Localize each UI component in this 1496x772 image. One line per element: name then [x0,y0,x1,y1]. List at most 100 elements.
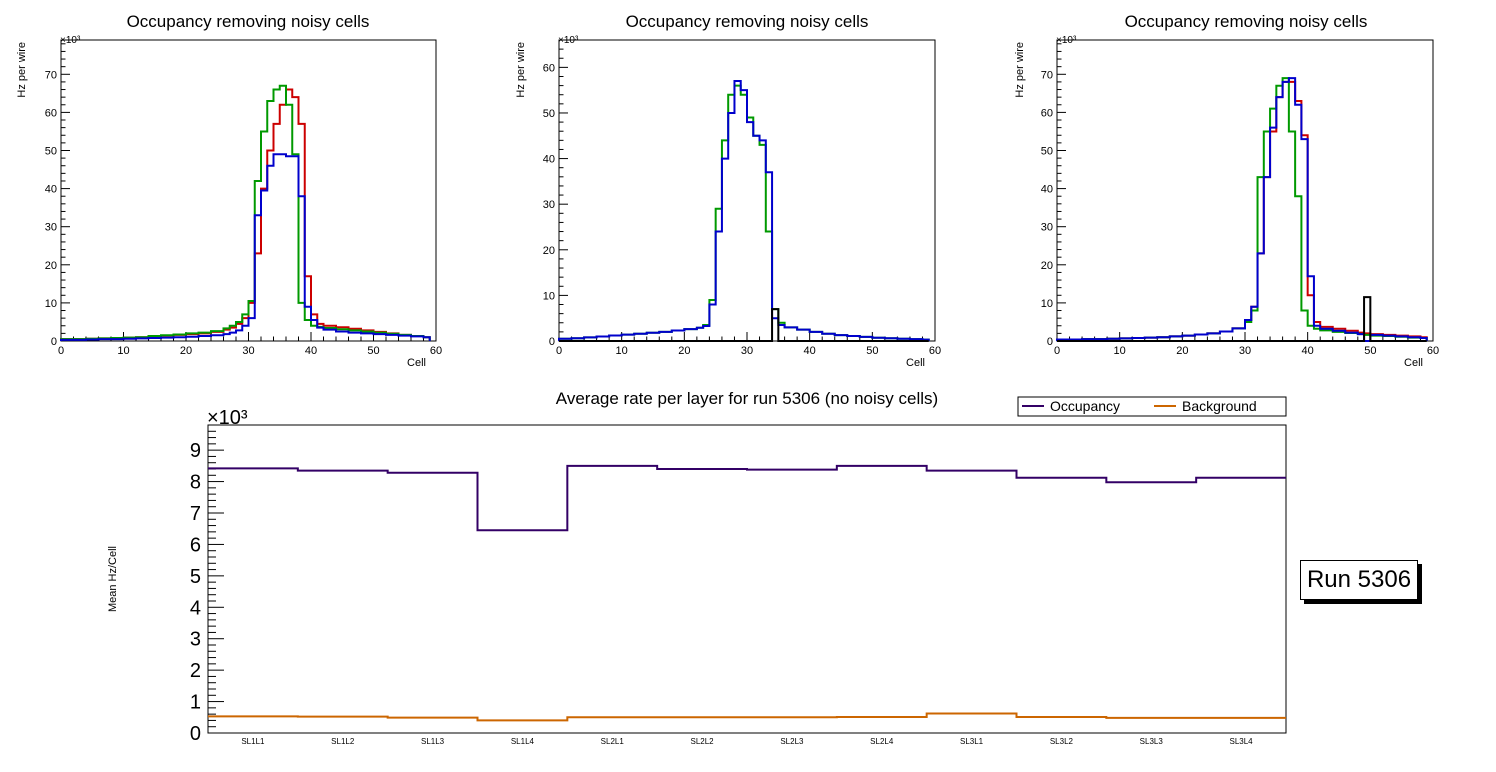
x-tick-label: 20 [678,345,690,357]
y-tick-label: 70 [45,69,57,81]
x-category-label: SL1L3 [421,737,445,746]
x-tick-label: 10 [117,345,129,357]
x-tick-label: 0 [1054,345,1060,357]
x-axis-label: Cell [407,357,426,369]
y-tick-label: 30 [1041,222,1053,234]
x-tick-label: 50 [866,345,878,357]
histogram-blue [60,153,431,341]
y-tick-label: 60 [543,62,555,74]
chart-panel-2: Occupancy removing noisy cells Hz per wir… [515,12,941,369]
chart-panel-3: Occupancy removing noisy cells Hz per wir… [1014,12,1439,369]
y-tick-label: 7 [190,503,201,525]
chart-title: Occupancy removing noisy cells [626,12,869,31]
y-tick-label: 0 [190,723,201,745]
chart-title: Occupancy removing noisy cells [1125,12,1368,31]
x-tick-label: 20 [180,345,192,357]
x-category-label: SL1L4 [511,737,535,746]
histogram-black [559,308,929,342]
x-category-label: SL1L1 [241,737,265,746]
histogram-green [60,84,431,341]
y-tick-label: 60 [1041,107,1053,119]
y-tick-label: 8 [190,472,201,494]
x-tick-label: 0 [556,345,562,357]
x-tick-label: 40 [804,345,816,357]
x-tick-label: 30 [1239,345,1251,357]
y-tick-label: 30 [45,222,57,234]
y-tick-label: 40 [1041,184,1053,196]
plot-frame [60,39,437,342]
y-axis-label: Mean Hz/Cell [107,546,119,612]
legend-box [1017,396,1287,417]
plot-frame [1056,39,1434,342]
exponent-label: ×10³ [558,35,579,46]
histogram-red [60,88,431,341]
y-tick-label: 20 [45,260,57,272]
x-tick-label: 20 [1176,345,1188,357]
x-tick-label: 30 [741,345,753,357]
exponent-label: ×10³ [60,35,81,46]
y-tick-label: 4 [190,597,201,619]
y-axis-label: Hz per wire [16,42,28,98]
y-tick-label: 70 [1041,69,1053,81]
x-axis-label: Cell [1404,357,1423,369]
run-label-box: Run 5306 [1300,560,1418,600]
exponent-label: ×10³ [1056,35,1077,46]
y-tick-label: 10 [543,290,555,302]
x-category-label: SL2L3 [780,737,804,746]
chart-panel-1: Occupancy removing noisy cells Hz per wir… [16,12,442,369]
y-tick-label: 50 [1041,145,1053,157]
y-tick-label: 0 [1047,336,1053,348]
histogram-black [1057,296,1427,342]
histogram-blue [558,80,930,341]
x-category-label: SL3L2 [1050,737,1074,746]
x-tick-label: 10 [1114,345,1126,357]
y-tick-label: 20 [1041,260,1053,272]
exponent-label: ×10³ [207,407,248,429]
x-tick-label: 50 [1364,345,1376,357]
y-tick-label: 9 [190,440,201,462]
y-tick-label: 40 [45,184,57,196]
plot-frame [558,39,936,342]
y-tick-label: 2 [190,660,201,682]
x-tick-label: 0 [58,345,64,357]
y-tick-label: 0 [549,336,555,348]
x-category-label: SL2L2 [691,737,715,746]
x-tick-label: 60 [929,345,941,357]
histogram-green [558,84,930,341]
y-tick-label: 5 [190,566,201,588]
y-tick-label: 6 [190,534,201,556]
legend-entry: Occupancy [1050,398,1120,414]
x-tick-label: 40 [1302,345,1314,357]
y-tick-label: 60 [45,107,57,119]
legend-entry: Background [1182,398,1257,414]
x-category-label: SL3L4 [1230,737,1254,746]
series-line-occupancy [208,464,1286,532]
y-axis-label: Hz per wire [1014,42,1026,98]
plot-frame [207,424,1287,734]
y-tick-label: 3 [190,629,201,651]
y-tick-label: 10 [1041,298,1053,310]
y-tick-label: 0 [51,336,57,348]
x-tick-label: 40 [305,345,317,357]
series-line-background [208,712,1286,722]
legend: Occupancy Background [1017,396,1287,417]
y-tick-label: 30 [543,199,555,211]
chart-title: Occupancy removing noisy cells [127,12,370,31]
x-category-label: SL3L1 [960,737,984,746]
x-tick-label: 50 [367,345,379,357]
x-category-label: SL2L1 [601,737,625,746]
y-tick-label: 20 [543,245,555,257]
y-tick-label: 1 [190,692,201,714]
x-axis-label: Cell [906,357,925,369]
x-tick-label: 30 [242,345,254,357]
chart-panel-4: Average rate per layer for run 5306 (no … [107,389,1287,746]
y-axis-label: Hz per wire [515,42,527,98]
y-tick-label: 10 [45,298,57,310]
y-tick-label: 50 [543,108,555,120]
x-tick-label: 60 [430,345,442,357]
x-tick-label: 10 [616,345,628,357]
x-category-label: SL3L3 [1140,737,1164,746]
y-tick-label: 40 [543,154,555,166]
chart-title: Average rate per layer for run 5306 (no … [556,389,938,408]
